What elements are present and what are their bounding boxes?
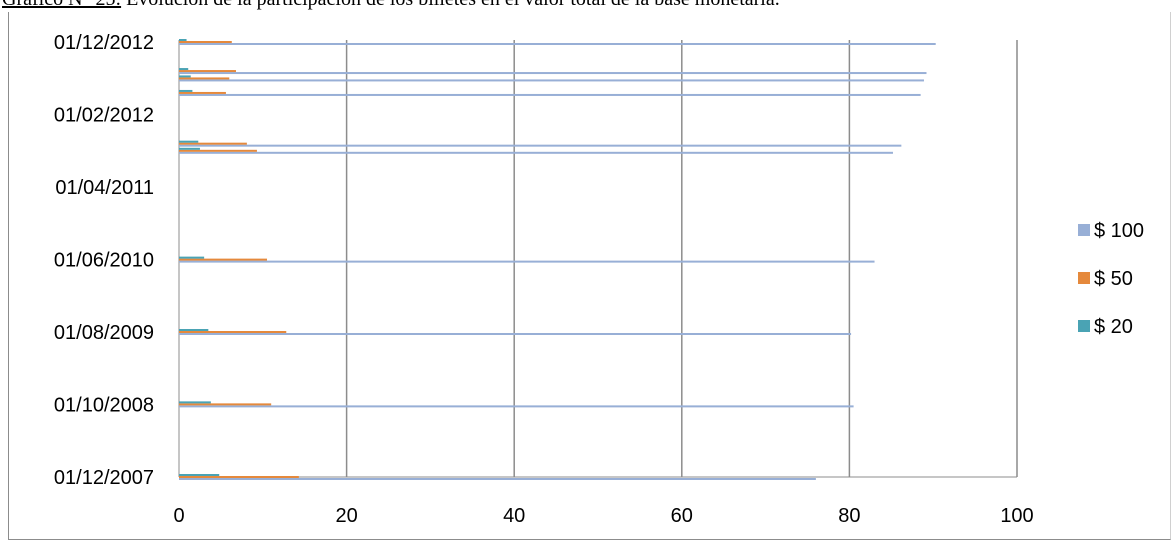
chart-frame xyxy=(8,12,1171,540)
bar xyxy=(179,75,191,78)
legend-swatch xyxy=(1078,224,1090,236)
bar xyxy=(179,39,187,41)
y-axis-tick-labels: 01/12/2012 01/02/2012 01/04/2011 01/06/2010… xyxy=(54,32,154,489)
bar xyxy=(179,72,927,75)
x-tick-label: 100 xyxy=(1000,505,1033,527)
y-tick-label: 01/10/2008 xyxy=(54,394,154,416)
bar xyxy=(179,77,230,80)
legend-label: $ 100 xyxy=(1094,220,1144,242)
y-tick-label: 01/08/2009 xyxy=(54,322,154,344)
bar xyxy=(179,140,199,143)
bar xyxy=(179,89,193,92)
bar xyxy=(179,329,209,331)
bar xyxy=(179,405,854,408)
y-tick-label: 01/06/2010 xyxy=(54,250,154,272)
x-tick-label: 60 xyxy=(671,505,693,527)
bar xyxy=(179,401,211,404)
x-tick-label: 0 xyxy=(173,505,184,527)
bar xyxy=(179,91,226,94)
bar xyxy=(179,79,924,82)
caption-text: Evolución de la participación de los bil… xyxy=(121,0,780,10)
bar xyxy=(179,70,236,73)
x-tick-label: 20 xyxy=(335,505,357,527)
bar xyxy=(179,474,220,476)
bar xyxy=(179,258,267,261)
legend-swatch xyxy=(1078,272,1090,284)
bar xyxy=(179,476,299,478)
bar xyxy=(179,149,257,152)
y-tick-label: 01/12/2007 xyxy=(54,467,154,489)
gridlines xyxy=(178,40,1018,478)
bar xyxy=(179,93,921,96)
legend-label: $ 50 xyxy=(1094,268,1133,290)
y-tick-label: 01/02/2012 xyxy=(54,104,154,126)
y-tick-label: 01/12/2012 xyxy=(54,32,154,54)
bar xyxy=(179,43,936,45)
bars xyxy=(179,39,936,480)
bar xyxy=(179,331,287,333)
x-tick-label: 40 xyxy=(503,505,525,527)
chart-caption: Gráfico N° 25: Evolución de la participa… xyxy=(2,0,780,11)
bar xyxy=(179,68,189,71)
legend-swatch xyxy=(1078,320,1090,332)
legend: $ 100 $ 50 $ 20 xyxy=(1078,220,1144,338)
caption-number: Gráfico N° 25: xyxy=(2,0,121,10)
bar xyxy=(179,260,875,263)
bar xyxy=(179,403,272,406)
bar xyxy=(179,147,200,150)
bar xyxy=(179,333,852,335)
bar xyxy=(179,144,902,147)
bar xyxy=(179,41,232,43)
x-tick-label: 80 xyxy=(838,505,860,527)
bar xyxy=(179,142,247,145)
bar xyxy=(179,151,893,154)
x-axis-tick-labels: 0 20 40 60 80 100 xyxy=(173,505,1033,527)
legend-label: $ 20 xyxy=(1094,316,1133,338)
y-tick-label: 01/04/2011 xyxy=(55,177,154,199)
bar xyxy=(179,256,205,259)
bar xyxy=(179,478,816,480)
